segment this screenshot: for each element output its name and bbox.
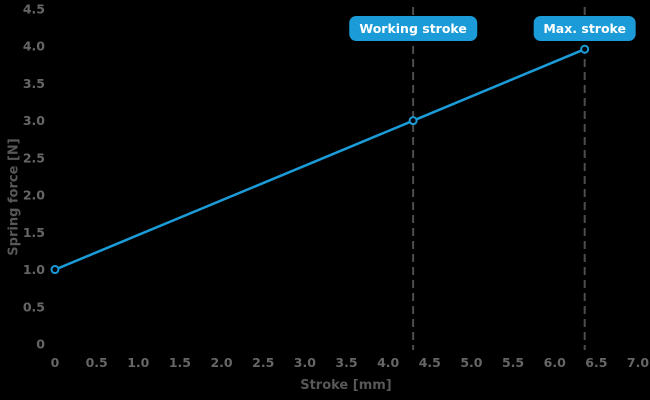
x-tick-label: 7.0: [627, 355, 649, 370]
spring-characteristic-line: [54, 48, 586, 271]
y-tick-label: 3.5: [23, 76, 45, 91]
working-stroke-badge: Working stroke: [349, 16, 477, 41]
y-tick-label: 0: [36, 337, 45, 352]
y-axis-title: Spring force [N]: [7, 138, 22, 255]
y-tick-label: 2.0: [23, 188, 45, 203]
x-tick-label: 6.5: [585, 355, 607, 370]
y-tick-label: 1.5: [23, 225, 45, 240]
x-axis-title: Stroke [mm]: [300, 378, 392, 393]
y-tick-label: 4.5: [23, 2, 45, 17]
max-stroke-badge-label: Max. stroke: [543, 21, 627, 36]
x-tick-label: 6.0: [544, 355, 566, 370]
data-point-marker: [50, 265, 60, 275]
x-tick-label: 5.0: [460, 355, 482, 370]
data-point-marker: [408, 116, 418, 126]
y-tick-label: 2.5: [23, 150, 45, 165]
x-tick-label: 5.5: [502, 355, 524, 370]
x-tick-label: 4.0: [377, 355, 399, 370]
x-tick-label: 0.5: [86, 355, 108, 370]
annotation-dashed-lines: [412, 7, 586, 350]
x-tick-label: 0: [51, 355, 60, 370]
axis-tick-labels: 0 0.5 1.0 1.5 2.0 2.5 3.0 3.5 4.0 4.5 5.0 5.5 6.0 6.5…: [23, 2, 650, 371]
y-tick-label: 1.0: [23, 262, 45, 277]
x-tick-label: 1.5: [169, 355, 191, 370]
data-series: [50, 44, 590, 275]
working-stroke-badge-label: Working stroke: [359, 21, 467, 36]
data-point-marker: [580, 44, 590, 54]
x-tick-label: 1.0: [127, 355, 149, 370]
x-tick-label: 4.5: [419, 355, 441, 370]
x-tick-label: 2.0: [210, 355, 232, 370]
x-tick-label: 2.5: [252, 355, 274, 370]
y-tick-label: 4.0: [23, 39, 45, 54]
max-stroke-badge: Max. stroke: [533, 16, 637, 41]
y-tick-label: 3.0: [23, 113, 45, 128]
x-tick-label: 3.5: [335, 355, 357, 370]
y-tick-label: 0.5: [23, 299, 45, 314]
x-tick-label: 3.0: [294, 355, 316, 370]
